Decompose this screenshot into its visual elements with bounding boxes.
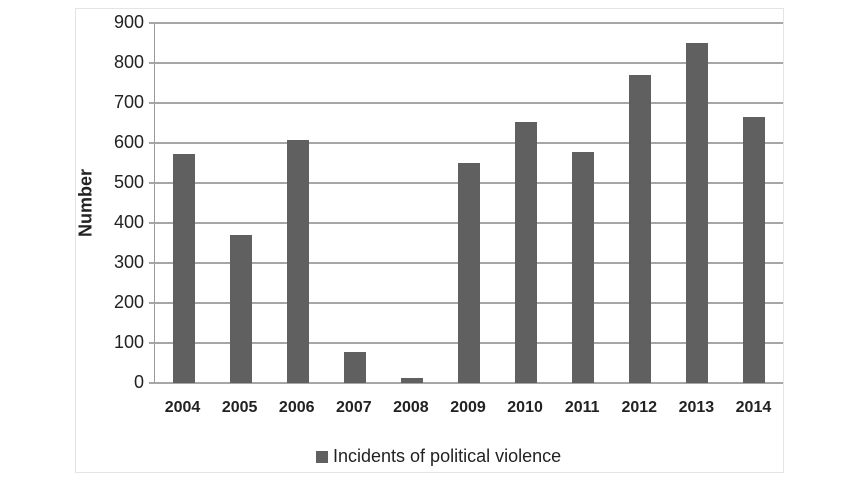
- bar-2007: [343, 351, 366, 383]
- y-tick-label: 900: [113, 12, 144, 32]
- y-tick-label: 0: [133, 372, 144, 392]
- x-tick-label: 2014: [735, 399, 772, 416]
- x-tick-label: 2004: [164, 399, 201, 416]
- y-tick-label: 200: [113, 292, 144, 312]
- x-tick-label: 2011: [564, 399, 600, 416]
- x-tick-label: 2005: [221, 399, 258, 416]
- x-tick-label: 2007: [336, 399, 372, 416]
- y-tick-label: 400: [113, 212, 144, 232]
- bar-2005: [229, 235, 252, 383]
- y-axis-label: Number: [75, 168, 96, 238]
- bar-2011: [572, 152, 595, 383]
- x-tick-label: 2009: [450, 399, 486, 416]
- bar-2008: [400, 378, 423, 383]
- bar-2004: [172, 153, 195, 383]
- gridline: [149, 22, 783, 24]
- bar-2013: [686, 43, 709, 383]
- x-tick-label: 2006: [278, 399, 315, 416]
- y-tick-label: 500: [113, 172, 144, 192]
- plot-area: [149, 22, 783, 384]
- x-tick-label: 2010: [507, 399, 543, 416]
- x-tick-label: 2008: [393, 399, 429, 416]
- bar-2014: [743, 117, 766, 383]
- y-tick-label: 700: [113, 92, 144, 112]
- x-tick-label: 2013: [678, 399, 715, 416]
- gridline: [149, 142, 783, 144]
- gridline: [149, 382, 783, 384]
- y-tick-label: 600: [113, 132, 144, 152]
- y-tick-label: 300: [113, 252, 144, 272]
- gridline: [149, 102, 783, 104]
- y-tick-label: 100: [113, 332, 144, 352]
- x-tick-label: 2012: [621, 399, 658, 416]
- legend: Incidents of political violence: [316, 446, 561, 467]
- legend-swatch-icon: [316, 450, 328, 463]
- bar-2009: [458, 162, 480, 383]
- y-tick-label: 800: [113, 52, 144, 72]
- gridline: [149, 62, 783, 64]
- bar-2012: [629, 75, 652, 383]
- bar-2006: [286, 140, 309, 383]
- legend-label: Incidents of political violence: [333, 446, 562, 466]
- bar-2010: [515, 122, 538, 383]
